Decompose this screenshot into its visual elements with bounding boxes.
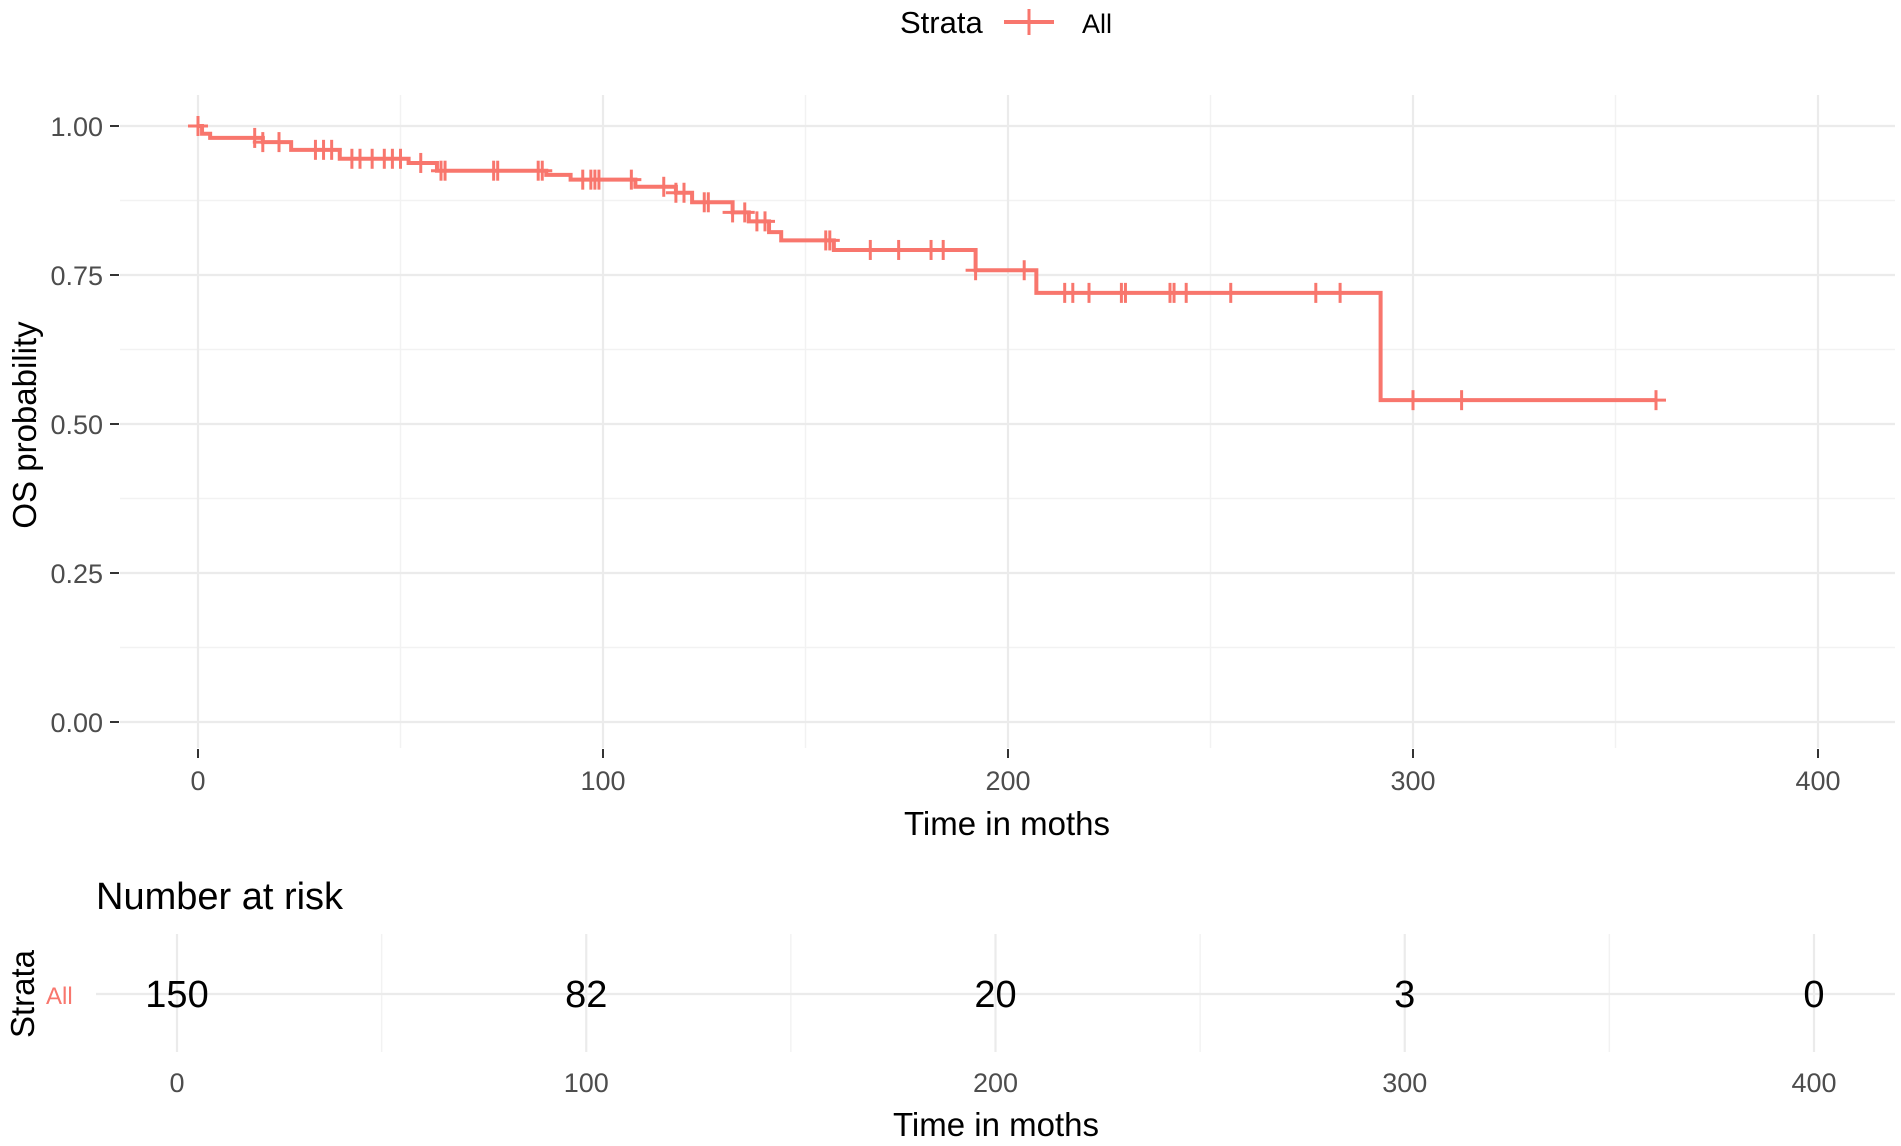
- risk-table-title: Number at risk: [96, 876, 344, 918]
- y-tick-label: 0.00: [50, 708, 103, 738]
- risk-strata-label-all: All: [46, 983, 73, 1010]
- survival-curve-group: [188, 116, 1666, 411]
- risk-x-tick-label: 200: [973, 1068, 1018, 1098]
- y-tick-label: 0.75: [50, 261, 103, 291]
- x-tick-label: 300: [1390, 766, 1435, 796]
- risk-count: 150: [145, 974, 208, 1016]
- risk-strata-axis-title: Strata: [4, 949, 41, 1038]
- risk-count: 20: [974, 974, 1016, 1016]
- y-axis-title: OS probability: [6, 321, 43, 529]
- risk-count: 82: [565, 974, 607, 1016]
- main-plot-grid: [120, 95, 1895, 748]
- risk-x-tick-label: 300: [1382, 1068, 1427, 1098]
- legend-label-all: All: [1082, 9, 1112, 39]
- y-tick-label: 0.25: [50, 559, 103, 589]
- x-axis-title: Time in moths: [904, 805, 1110, 842]
- x-tick-label: 100: [580, 766, 625, 796]
- legend: Strata All: [900, 5, 1112, 40]
- y-tick-label: 1.00: [50, 112, 103, 142]
- survival-curve: [198, 124, 1656, 403]
- y-tick-label: 0.50: [50, 410, 103, 440]
- risk-x-axis-title: Time in moths: [893, 1106, 1099, 1143]
- x-tick-label: 0: [190, 766, 205, 796]
- risk-x-tick-label: 0: [169, 1068, 184, 1098]
- legend-title: Strata: [900, 5, 983, 40]
- x-tick-label: 400: [1795, 766, 1840, 796]
- risk-x-tick-label: 400: [1791, 1068, 1836, 1098]
- risk-x-tick-label: 100: [564, 1068, 609, 1098]
- risk-table-grid: [96, 934, 1895, 1052]
- risk-count: 0: [1803, 974, 1824, 1016]
- main-plot-axes: 0.00 0.25 0.50 0.75 1.00 0 100 200 300 400: [50, 112, 1840, 796]
- risk-table-values: 150 0 82 100 20 200 3 300 0 400: [145, 974, 1836, 1098]
- risk-count: 3: [1394, 974, 1415, 1016]
- x-tick-label: 200: [985, 766, 1030, 796]
